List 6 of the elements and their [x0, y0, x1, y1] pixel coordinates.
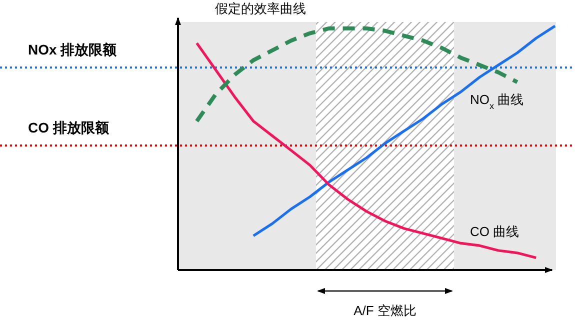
text: A/F 空燃比: [354, 303, 416, 318]
series-label: CO 曲线: [470, 224, 520, 239]
series-label: NO$_{x}$ 曲线: [470, 92, 524, 111]
ref-line-label: CO 排放限额: [28, 120, 110, 136]
y-axis-title: 假定的效率曲线: [215, 1, 306, 16]
ref-line-label: NOx 排放限额: [28, 41, 118, 58]
